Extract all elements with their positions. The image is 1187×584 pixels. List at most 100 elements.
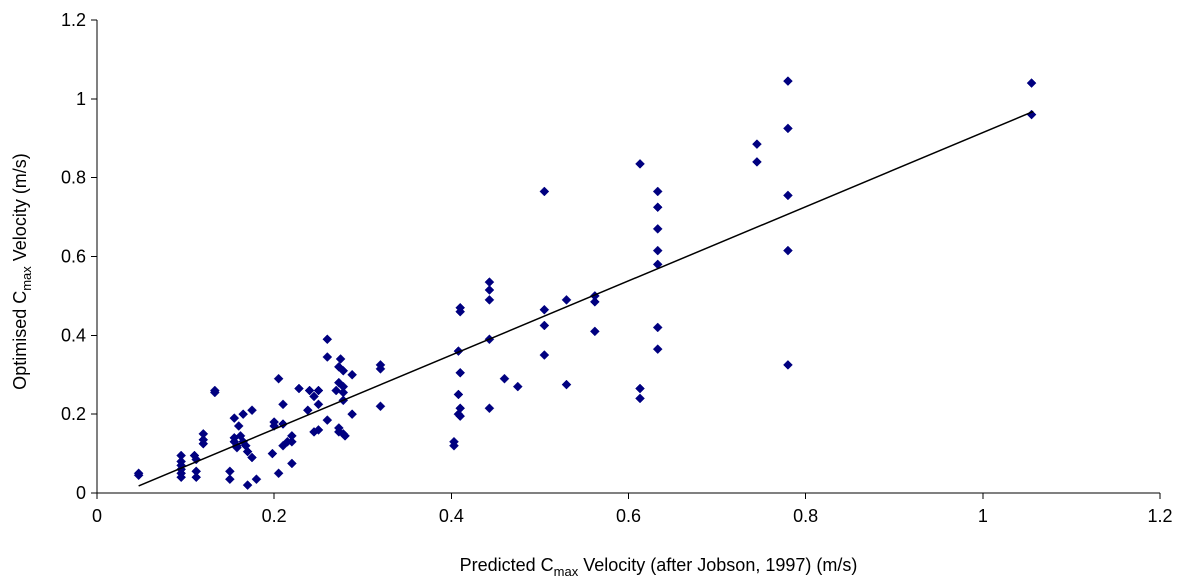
data-point (229, 413, 240, 423)
data-point (313, 399, 324, 410)
data-point (191, 472, 202, 483)
x-axis-title-subscript: max (554, 564, 579, 579)
data-point (247, 452, 257, 463)
trendline (138, 110, 1034, 487)
data-point (652, 224, 663, 234)
data-point (233, 421, 244, 431)
data-point (238, 409, 249, 420)
data-point (273, 373, 284, 384)
y-tick-label: 0.8 (61, 168, 86, 188)
x-tick-label: 0.2 (262, 506, 287, 526)
data-point (251, 474, 262, 485)
data-point (539, 304, 550, 315)
y-tick-label: 0.4 (61, 325, 86, 345)
data-point (652, 322, 663, 333)
x-tick-label: 1.2 (1147, 506, 1172, 526)
data-point (455, 411, 466, 421)
data-point (335, 354, 346, 364)
data-point (273, 468, 284, 479)
x-axis-title-part1: Predicted C (460, 555, 554, 575)
data-point (783, 123, 793, 134)
data-point (783, 245, 793, 256)
data-point (635, 383, 645, 394)
data-point (453, 389, 464, 400)
y-axis-title-part2: Velocity (m/s) (10, 153, 30, 266)
data-point (449, 440, 459, 451)
data-point (539, 186, 550, 197)
data-point (484, 295, 495, 305)
data-point (309, 391, 319, 402)
x-tick-label: 0.4 (439, 506, 464, 526)
y-tick-label: 1 (76, 89, 86, 109)
y-tick-label: 0 (76, 483, 86, 503)
data-point (347, 369, 357, 380)
x-tick-label: 1 (978, 506, 988, 526)
data-point (512, 381, 523, 392)
data-point (313, 425, 324, 435)
data-point (783, 76, 793, 86)
data-point (247, 405, 257, 416)
x-tick-label: 0.8 (793, 506, 818, 526)
data-point (561, 295, 572, 305)
data-point (278, 399, 288, 410)
data-point (484, 403, 495, 414)
x-axis-title-part2: Velocity (after Jobson, 1997) (m/s) (578, 555, 857, 575)
data-point (322, 415, 333, 425)
y-axis-title: Optimised Cmax Velocity (m/s) (10, 153, 34, 390)
data-point (176, 472, 187, 483)
y-tick-label: 0.2 (61, 404, 86, 424)
data-point (267, 448, 278, 459)
data-point (322, 334, 333, 345)
data-point (198, 438, 209, 449)
data-point (209, 387, 220, 398)
data-point (375, 363, 386, 374)
y-tick-label: 1.2 (61, 10, 86, 30)
data-point (652, 186, 663, 197)
data-point (752, 139, 762, 150)
y-tick-label: 0.6 (61, 247, 86, 267)
axes (96, 20, 1160, 494)
data-point (455, 367, 466, 378)
data-point (589, 296, 600, 307)
ticks: 0 0.2 0.4 0.6 0.8 1 1.2 0 0.2 0.4 0.6 0.8 1 1.2 (61, 10, 1173, 526)
y-axis-title-part1: Optimised C (10, 291, 30, 390)
data-point (331, 385, 342, 396)
data-point (294, 383, 304, 394)
trendline-group (138, 110, 1034, 487)
data-point (589, 326, 600, 337)
data-point (1026, 78, 1037, 88)
y-axis-title-subscript: max (19, 266, 34, 291)
data-point (652, 245, 663, 256)
data-point (347, 409, 357, 420)
data-point (752, 157, 762, 167)
data-point (499, 373, 510, 384)
data-point (313, 385, 324, 396)
data-point (652, 202, 663, 213)
data-point (375, 401, 386, 412)
data-point (287, 458, 297, 469)
x-tick-label: 0 (92, 506, 102, 526)
data-point (635, 393, 645, 404)
data-point (225, 474, 235, 485)
data-point (338, 365, 349, 376)
data-point (561, 379, 572, 390)
data-point (783, 190, 793, 201)
data-point (304, 385, 315, 396)
data-point (484, 285, 495, 295)
data-point (322, 352, 333, 362)
data-point (191, 454, 202, 465)
data-point (242, 446, 253, 457)
x-tick-label: 0.6 (616, 506, 641, 526)
data-point (287, 436, 297, 447)
x-axis-title: Predicted Cmax Velocity (after Jobson, 1… (460, 555, 858, 579)
data-point (635, 159, 645, 169)
data-point (539, 350, 550, 360)
data-point (133, 470, 144, 481)
data-points (133, 76, 1037, 490)
data-point (242, 480, 253, 490)
data-point (455, 306, 466, 317)
data-point (539, 320, 550, 331)
data-point (340, 430, 350, 441)
